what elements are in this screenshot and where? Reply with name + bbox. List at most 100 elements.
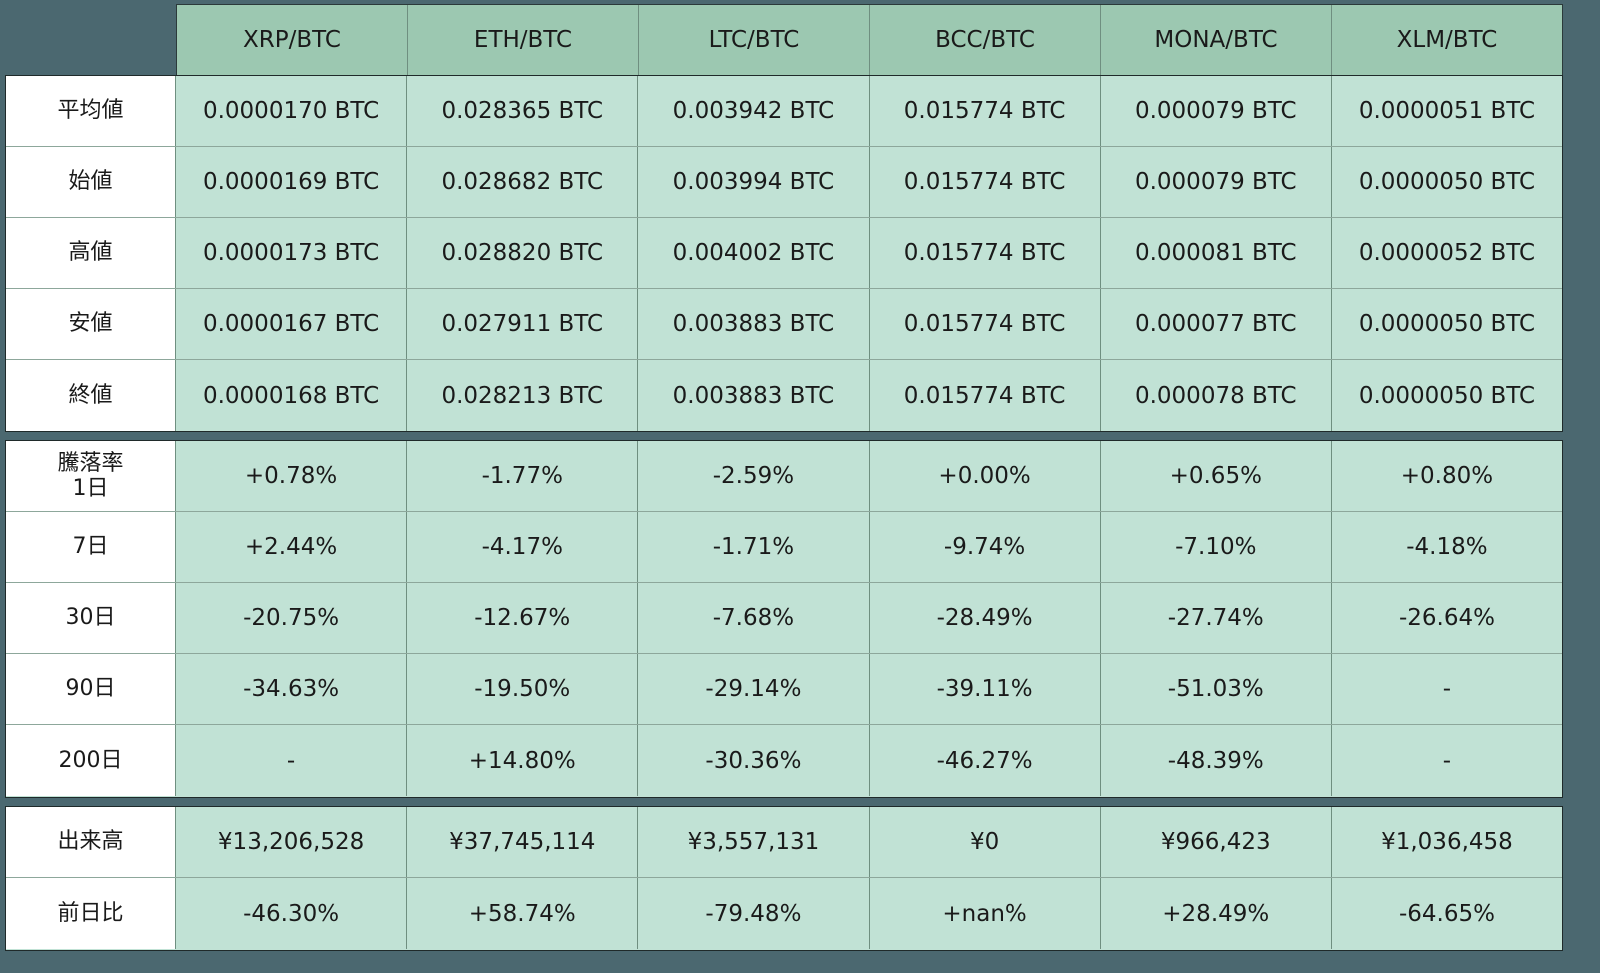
table-cell: - <box>1331 725 1563 796</box>
table-cell: +0.78% <box>176 441 408 511</box>
column-header-bcc: BCC/BTC <box>870 5 1101 75</box>
table-cell: -12.67% <box>407 583 639 653</box>
table-cell: -29.14% <box>638 654 870 724</box>
table-cell: 0.000079 BTC <box>1100 147 1332 217</box>
column-header-mona: MONA/BTC <box>1101 5 1332 75</box>
table-cell: -34.63% <box>176 654 408 724</box>
table-cell: 0.003942 BTC <box>638 76 870 146</box>
table-cell: 0.003994 BTC <box>638 147 870 217</box>
table-cell: -46.30% <box>176 878 408 949</box>
table-cell: 0.000077 BTC <box>1100 289 1332 359</box>
row-label: 前日比 <box>6 878 176 949</box>
table-cell: -46.27% <box>869 725 1101 796</box>
table-cell: 0.028682 BTC <box>407 147 639 217</box>
table-cell: +0.00% <box>869 441 1101 511</box>
table-cell: -1.71% <box>638 512 870 582</box>
table-cell: 0.0000050 BTC <box>1331 360 1563 431</box>
row-label: 90日 <box>6 654 176 724</box>
table-cell: -7.10% <box>1100 512 1332 582</box>
table-cell: -20.75% <box>176 583 408 653</box>
table-cell: -4.18% <box>1331 512 1563 582</box>
table-cell: 0.0000052 BTC <box>1331 218 1563 288</box>
table-cell: +58.74% <box>407 878 639 949</box>
table-cell: -28.49% <box>869 583 1101 653</box>
table-row-200d: 200日 - +14.80% -30.36% -46.27% -48.39% - <box>6 725 1563 796</box>
table-row-7d: 7日 +2.44% -4.17% -1.71% -9.74% -7.10% -4… <box>6 512 1563 583</box>
change-rate-section: 騰落率 1日 +0.78% -1.77% -2.59% +0.00% +0.65… <box>5 440 1563 798</box>
table-cell: -19.50% <box>407 654 639 724</box>
table-cell: -39.11% <box>869 654 1101 724</box>
table-cell: 0.028365 BTC <box>407 76 639 146</box>
table-cell: ¥1,036,458 <box>1331 807 1563 877</box>
table-row-1d: 騰落率 1日 +0.78% -1.77% -2.59% +0.00% +0.65… <box>6 441 1563 512</box>
row-label-title: 騰落率 <box>57 451 124 476</box>
table-cell: -2.59% <box>638 441 870 511</box>
table-cell: ¥0 <box>869 807 1101 877</box>
table-row-volume: 出来高 ¥13,206,528 ¥37,745,114 ¥3,557,131 ¥… <box>6 807 1563 878</box>
table-row-30d: 30日 -20.75% -12.67% -7.68% -28.49% -27.7… <box>6 583 1563 654</box>
table-cell: +nan% <box>869 878 1101 949</box>
row-label-sub: 1日 <box>72 476 109 501</box>
row-label: 騰落率 1日 <box>6 441 176 511</box>
row-label: 7日 <box>6 512 176 582</box>
volume-section: 出来高 ¥13,206,528 ¥37,745,114 ¥3,557,131 ¥… <box>5 806 1563 951</box>
table-cell: -79.48% <box>638 878 870 949</box>
table-cell: -30.36% <box>638 725 870 796</box>
row-label: 安値 <box>6 289 176 359</box>
table-cell: 0.0000170 BTC <box>176 76 408 146</box>
table-cell: 0.0000169 BTC <box>176 147 408 217</box>
table-row-close: 終値 0.0000168 BTC 0.028213 BTC 0.003883 B… <box>6 360 1563 431</box>
table-cell: 0.028213 BTC <box>407 360 639 431</box>
table-cell: 0.004002 BTC <box>638 218 870 288</box>
table-cell: 0.027911 BTC <box>407 289 639 359</box>
column-header-eth: ETH/BTC <box>408 5 639 75</box>
table-cell: +2.44% <box>176 512 408 582</box>
row-label: 平均値 <box>6 76 176 146</box>
table-row-low: 安値 0.0000167 BTC 0.027911 BTC 0.003883 B… <box>6 289 1563 360</box>
table-cell: -9.74% <box>869 512 1101 582</box>
table-cell: 0.0000167 BTC <box>176 289 408 359</box>
row-label: 出来高 <box>6 807 176 877</box>
column-header-ltc: LTC/BTC <box>639 5 870 75</box>
table-cell: -4.17% <box>407 512 639 582</box>
table-row-average: 平均値 0.0000170 BTC 0.028365 BTC 0.003942 … <box>6 76 1563 147</box>
table-cell: -26.64% <box>1331 583 1563 653</box>
table-cell: 0.015774 BTC <box>869 147 1101 217</box>
table-cell: -51.03% <box>1100 654 1332 724</box>
table-cell: ¥3,557,131 <box>638 807 870 877</box>
table-cell: 0.028820 BTC <box>407 218 639 288</box>
table-cell: ¥37,745,114 <box>407 807 639 877</box>
table-cell: 0.015774 BTC <box>869 289 1101 359</box>
table-row-90d: 90日 -34.63% -19.50% -29.14% -39.11% -51.… <box>6 654 1563 725</box>
table-cell: 0.003883 BTC <box>638 360 870 431</box>
table-cell: +28.49% <box>1100 878 1332 949</box>
table-cell: 0.000079 BTC <box>1100 76 1332 146</box>
column-header-xlm: XLM/BTC <box>1396 27 1498 53</box>
table-cell: 0.015774 BTC <box>869 360 1101 431</box>
row-label: 30日 <box>6 583 176 653</box>
table-cell: 0.0000168 BTC <box>176 360 408 431</box>
table-cell: 0.0000173 BTC <box>176 218 408 288</box>
table-cell: 0.0000050 BTC <box>1331 289 1563 359</box>
table-cell: +14.80% <box>407 725 639 796</box>
row-label: 高値 <box>6 218 176 288</box>
table-cell: +0.65% <box>1100 441 1332 511</box>
table-cell: -1.77% <box>407 441 639 511</box>
table-row-day-over-day: 前日比 -46.30% +58.74% -79.48% +nan% +28.49… <box>6 878 1563 949</box>
table-cell: 0.015774 BTC <box>869 218 1101 288</box>
column-header-row: XRP/BTC ETH/BTC LTC/BTC BCC/BTC MONA/BTC… <box>176 4 1563 75</box>
price-section: 平均値 0.0000170 BTC 0.028365 BTC 0.003942 … <box>5 75 1563 432</box>
table-cell: 0.0000050 BTC <box>1331 147 1563 217</box>
table-cell: +0.80% <box>1331 441 1563 511</box>
table-cell: 0.003883 BTC <box>638 289 870 359</box>
table-cell: -48.39% <box>1100 725 1332 796</box>
row-label: 始値 <box>6 147 176 217</box>
table-cell: -7.68% <box>638 583 870 653</box>
table-cell: 0.0000051 BTC <box>1331 76 1563 146</box>
table-cell: - <box>1331 654 1563 724</box>
column-header-xrp: XRP/BTC <box>177 5 408 75</box>
table-cell: - <box>176 725 408 796</box>
table-cell: -64.65% <box>1331 878 1563 949</box>
table-cell: 0.015774 BTC <box>869 76 1101 146</box>
table-cell: 0.000081 BTC <box>1100 218 1332 288</box>
